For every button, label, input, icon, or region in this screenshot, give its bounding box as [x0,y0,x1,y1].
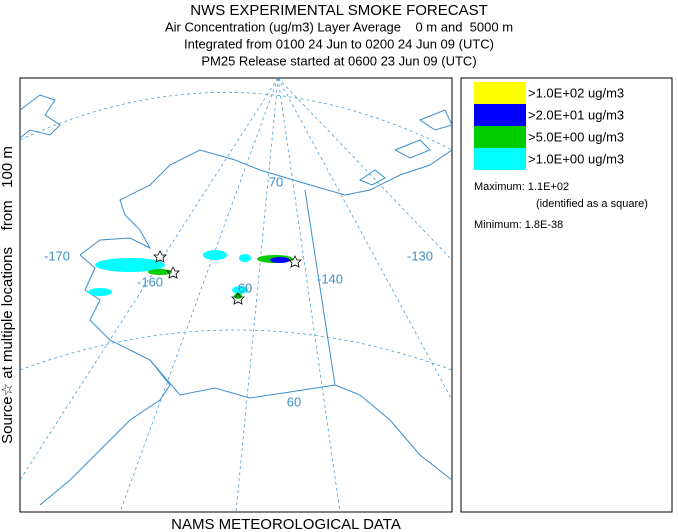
footer: NAMS METEOROLOGICAL DATA [171,516,401,532]
graticule [20,329,452,371]
graticule-label: -140 [317,271,343,286]
graticule [20,78,279,481]
graticule-label: -160 [137,274,163,289]
source-stars [153,250,302,305]
graticule [235,78,279,512]
legend-swatch [474,148,526,170]
subtitle: PM25 Release started at 0600 23 Jun 09 (… [201,53,476,68]
subtitle: Air Concentration (ug/m3) Layer Average … [165,19,513,34]
smoke-plume [88,250,293,299]
map: -170 -160 -140 -130 70 60 60 [19,77,453,513]
legend-label: >2.0E+01 ug/m3 [528,107,624,122]
graticule [277,78,341,512]
coastline [149,359,452,481]
border [304,189,336,386]
legend-swatch [474,82,526,104]
graticule-label: -130 [407,248,433,263]
graticule [119,78,279,512]
legend-label: >5.0E+00 ug/m3 [528,129,624,144]
graticule-label: 60 [238,280,252,295]
graticule-label: 60 [287,394,301,409]
graticule-label: 70 [269,174,283,189]
island [358,109,452,186]
graticule [277,78,452,401]
title: NWS EXPERIMENTAL SMOKE FORECAST [190,2,488,19]
graticule-label: -170 [44,248,70,263]
legend: Maximum: 1.1E+02 (identified as a square… [460,77,673,513]
minimum: Minimum: 1.8E-38 [474,219,563,231]
coastline [39,254,171,506]
maximum: Maximum: 1.1E+02 [474,181,569,193]
legend-swatch [474,104,526,126]
legend-swatch [474,126,526,148]
legend-label: >1.0E+00 ug/m3 [528,151,624,166]
subtitle: Integrated from 0100 24 Jun to 0200 24 J… [184,36,494,51]
source-label: Source☆ at multiple locations from 100 m [0,146,16,444]
coastline [79,149,452,256]
legend-label: >1.0E+02 ug/m3 [528,85,624,100]
maximum-note: (identified as a square) [536,198,648,210]
legend-frame [460,77,673,513]
graticule [20,92,452,151]
coastline [20,94,61,139]
